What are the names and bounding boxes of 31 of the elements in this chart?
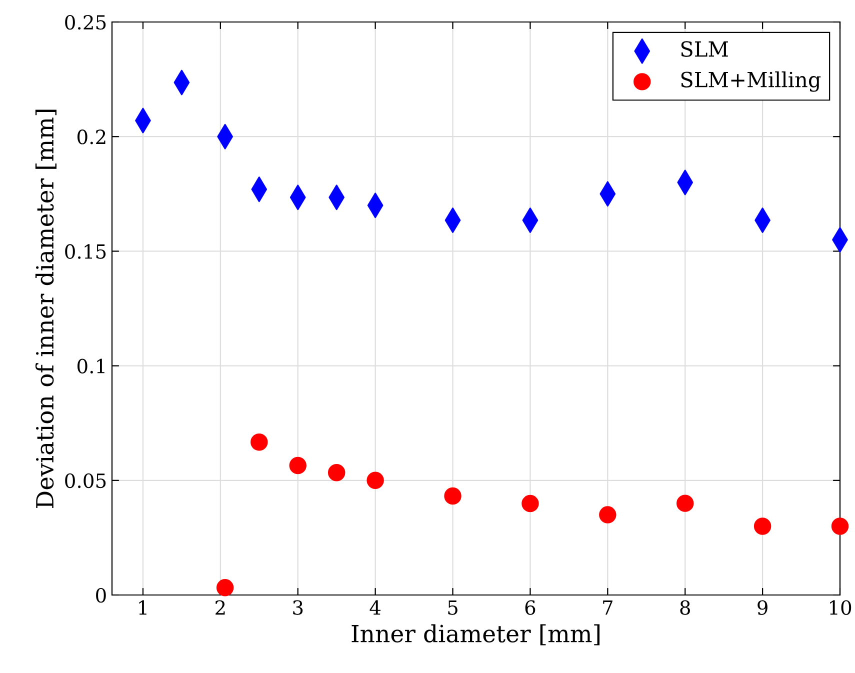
y-tick-label: 0.2 [78,130,106,144]
point [444,487,462,505]
x-tick-label: 2 [216,600,225,615]
y-tick-label: 0.1 [78,358,104,374]
point [289,456,306,474]
point [250,434,268,451]
x-tick-label: 4 [370,600,381,615]
legend-label: SLM+Milling [681,71,821,92]
point [216,579,234,596]
point [754,518,772,535]
point [831,518,849,535]
y-axis-title: Deviation of inner diameter [mm] [35,110,56,508]
point [599,506,616,524]
legend-label: SLM [681,41,728,57]
point [676,494,694,512]
x-tick-label: 3 [293,600,303,615]
x-tick-label: 1 [139,600,146,615]
x-tick-label: 5 [448,600,458,615]
y-tick-label: 0 [96,588,106,603]
x-tick-label: 8 [680,600,690,615]
x-tick-label: 9 [758,600,768,615]
x-tick-label: 6 [525,600,536,615]
y-tick-label: 0.15 [65,244,106,259]
y-tick-label: 0.25 [65,14,106,30]
x-tick-label: 7 [603,600,612,615]
point [522,494,539,512]
x-axis-title: Inner diameter [mm] [352,624,600,646]
point [366,472,384,490]
point [328,464,346,482]
x-tick-label: 10 [830,600,852,615]
y-tick-label: 0.05 [65,473,106,488]
